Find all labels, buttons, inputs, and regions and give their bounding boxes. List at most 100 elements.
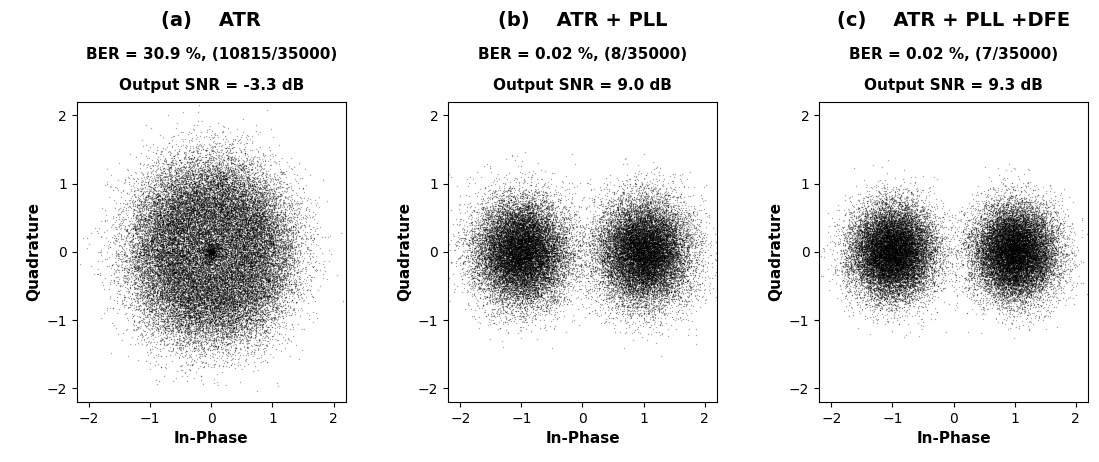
Point: [889, 255, 907, 262]
Point: [550, 231, 567, 238]
Point: [1015, 295, 1033, 303]
Point: [223, 316, 241, 323]
Point: [1017, 220, 1034, 227]
Point: [204, 177, 222, 184]
Point: [892, 244, 910, 251]
Point: [867, 286, 885, 294]
Point: [249, 264, 267, 271]
Point: [231, 204, 248, 212]
Point: [622, 242, 640, 249]
Point: [125, 183, 143, 190]
Point: [992, 218, 1010, 225]
Point: [882, 267, 900, 275]
Point: [631, 247, 648, 254]
Point: [1050, 247, 1067, 254]
Point: [597, 205, 614, 212]
Point: [548, 315, 566, 322]
Point: [545, 235, 563, 242]
Point: [511, 254, 529, 261]
Point: [215, 286, 233, 294]
Point: [978, 266, 996, 274]
Point: [523, 280, 541, 287]
Point: [626, 242, 644, 249]
Point: [622, 218, 640, 225]
Point: [227, 188, 245, 195]
Point: [210, 305, 227, 313]
Point: [1012, 231, 1030, 238]
Point: [206, 210, 223, 217]
Point: [175, 288, 192, 296]
Point: [870, 237, 888, 244]
Point: [248, 271, 266, 279]
Point: [153, 276, 170, 284]
Point: [525, 259, 543, 267]
Point: [148, 176, 166, 184]
Point: [236, 223, 254, 230]
Point: [1025, 251, 1043, 258]
Point: [537, 246, 555, 254]
Point: [531, 248, 548, 255]
Point: [521, 291, 539, 298]
Point: [620, 229, 637, 236]
Point: [673, 271, 690, 278]
Point: [865, 234, 882, 241]
Point: [657, 295, 675, 302]
Point: [1024, 221, 1042, 228]
Point: [623, 225, 641, 232]
Point: [888, 274, 906, 282]
Point: [892, 255, 910, 263]
Point: [496, 228, 513, 235]
Point: [482, 239, 500, 247]
Point: [874, 204, 891, 211]
Point: [878, 231, 896, 238]
Point: [1020, 239, 1037, 247]
Point: [1007, 249, 1024, 256]
Point: [1034, 224, 1052, 231]
Point: [227, 225, 245, 233]
Point: [993, 233, 1011, 240]
Point: [1006, 256, 1023, 264]
Point: [253, 274, 270, 281]
Point: [519, 239, 536, 247]
Point: [477, 260, 495, 267]
Point: [182, 203, 200, 211]
Point: [251, 212, 268, 219]
Point: [274, 281, 291, 288]
Point: [671, 248, 689, 255]
Point: [528, 215, 545, 222]
Point: [996, 227, 1013, 235]
Point: [867, 253, 885, 260]
Point: [865, 218, 882, 225]
Point: [539, 227, 556, 235]
Point: [1018, 245, 1035, 252]
Point: [208, 269, 225, 276]
Point: [861, 261, 878, 268]
Point: [618, 239, 635, 247]
Point: [602, 245, 620, 253]
Point: [248, 228, 266, 236]
Point: [995, 243, 1012, 250]
Point: [524, 265, 542, 273]
Point: [599, 249, 617, 257]
Point: [655, 266, 673, 273]
Point: [877, 259, 895, 267]
Point: [867, 224, 885, 231]
Point: [899, 224, 917, 231]
Point: [1000, 218, 1018, 225]
Point: [654, 291, 671, 298]
Point: [134, 213, 152, 220]
Point: [664, 260, 681, 267]
Point: [1018, 212, 1035, 219]
Point: [1034, 259, 1052, 266]
Point: [1014, 246, 1032, 254]
Point: [1033, 213, 1051, 221]
Point: [642, 243, 659, 250]
Point: [897, 247, 914, 255]
Point: [912, 235, 930, 243]
Point: [867, 244, 885, 251]
Point: [901, 261, 919, 268]
Point: [499, 246, 517, 254]
Point: [235, 263, 253, 271]
Point: [484, 233, 501, 240]
Point: [513, 246, 531, 254]
